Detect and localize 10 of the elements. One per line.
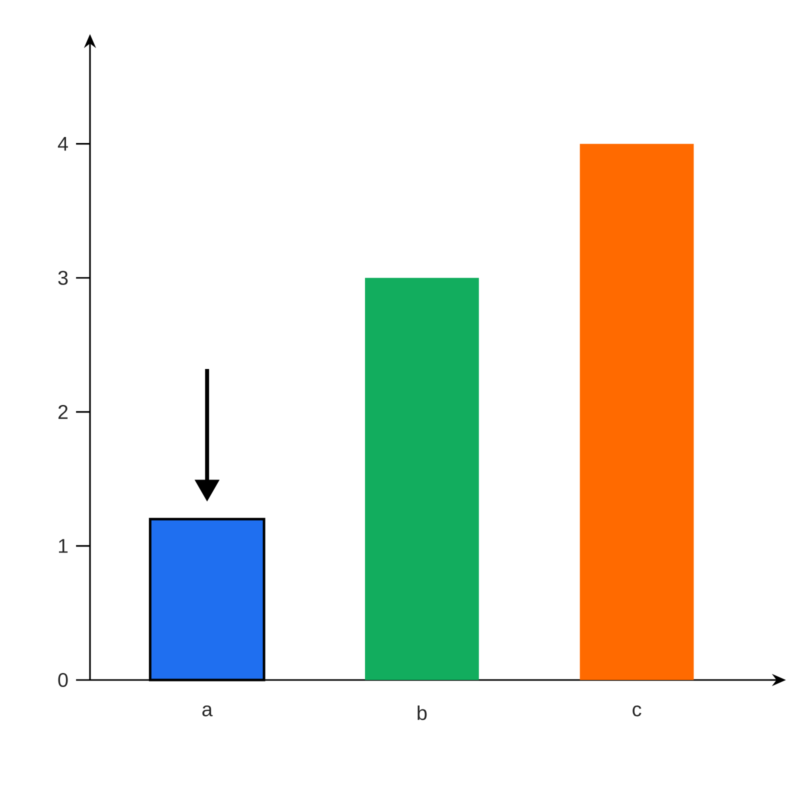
y-tick-label: 4 (58, 136, 68, 151)
x-tick-label: b (418, 705, 427, 720)
y-tick-label: 2 (58, 404, 68, 419)
y-tick-label: 0 (58, 672, 68, 688)
x-tick-label: a (202, 705, 213, 716)
bar (580, 144, 694, 680)
y-tick-label: 1 (58, 539, 68, 553)
x-tick-label: c (632, 705, 642, 716)
bar (365, 278, 479, 680)
y-tick-label: 3 (58, 270, 68, 285)
